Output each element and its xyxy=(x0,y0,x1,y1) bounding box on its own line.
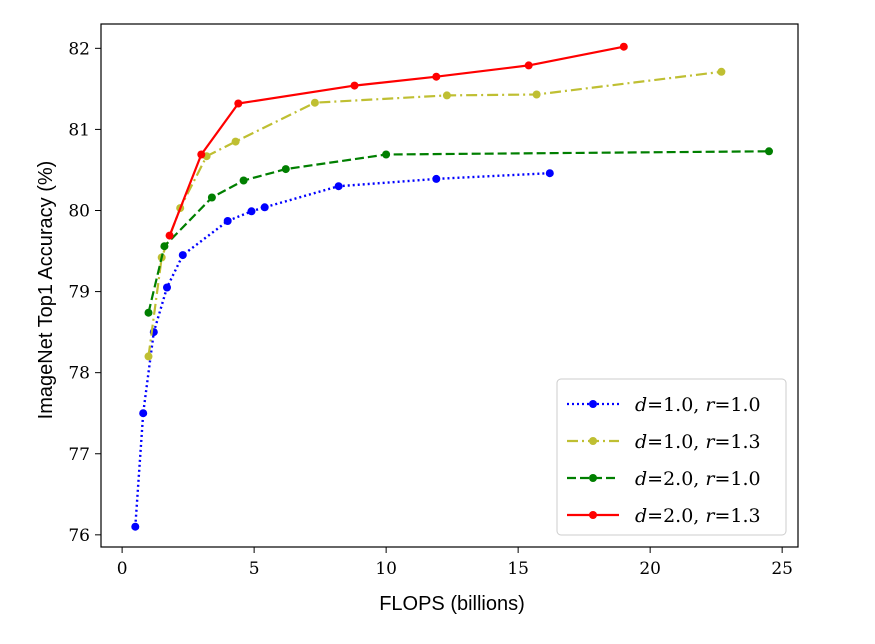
legend-label: d=1.0, r=1.0 xyxy=(635,394,761,416)
legend-marker xyxy=(589,437,597,445)
series-1 xyxy=(131,169,554,531)
data-point xyxy=(281,165,290,174)
series-3 xyxy=(144,147,773,317)
data-point xyxy=(765,147,773,156)
legend-entry: d=2.0, r=1.3 xyxy=(567,505,761,527)
data-point xyxy=(165,231,174,240)
x-tick-label: 25 xyxy=(771,559,793,579)
data-point xyxy=(717,67,726,76)
data-point xyxy=(239,176,248,185)
legend-marker xyxy=(589,511,597,519)
x-tick-label: 0 xyxy=(117,559,128,579)
legend-frame xyxy=(556,378,787,536)
legend-label: d=1.0, r=1.3 xyxy=(635,431,761,453)
y-tick-label: 77 xyxy=(68,445,90,465)
data-point xyxy=(432,72,441,81)
y-tick-label: 78 xyxy=(68,364,90,384)
data-point xyxy=(545,169,554,178)
data-point xyxy=(178,251,187,260)
legend-entry: d=1.0, r=1.0 xyxy=(567,394,761,416)
x-axis-label: FLOPS (billions) xyxy=(379,593,525,615)
series-4 xyxy=(165,42,628,240)
data-point xyxy=(163,283,171,292)
data-point xyxy=(223,217,232,225)
data-point xyxy=(144,308,153,317)
y-tick-label: 81 xyxy=(68,120,90,140)
y-axis-label: ImageNet Top1 Accuracy (%) xyxy=(35,161,57,420)
series-layer xyxy=(131,42,773,531)
data-point xyxy=(382,150,391,159)
data-point xyxy=(334,182,343,191)
plot-area-frame xyxy=(100,23,799,548)
data-point xyxy=(160,242,169,251)
legend-label: d=2.0, r=1.0 xyxy=(635,468,761,490)
data-point xyxy=(207,193,216,202)
data-point xyxy=(432,174,441,183)
legend-marker xyxy=(589,474,597,482)
data-point xyxy=(234,99,243,108)
x-tick-label: 20 xyxy=(639,559,661,579)
legend-entry: d=1.0, r=1.3 xyxy=(567,431,761,453)
data-point xyxy=(247,207,256,216)
x-tick-label: 15 xyxy=(507,559,529,579)
y-tick-label: 80 xyxy=(68,201,90,221)
data-point xyxy=(524,61,533,70)
data-point xyxy=(139,409,148,418)
data-point xyxy=(231,137,240,146)
data-point xyxy=(310,98,319,107)
data-point xyxy=(131,522,140,531)
x-tick-label: 10 xyxy=(375,559,397,579)
data-point xyxy=(144,352,153,361)
data-point xyxy=(442,91,451,100)
x-tick-label: 5 xyxy=(249,559,260,579)
legend-marker xyxy=(589,400,597,408)
legend-label: d=2.0, r=1.3 xyxy=(635,505,761,527)
data-point xyxy=(350,81,359,90)
data-point xyxy=(619,42,628,51)
legend-entry: d=2.0, r=1.0 xyxy=(567,468,761,490)
y-tick-label: 79 xyxy=(68,283,90,303)
y-tick-label: 76 xyxy=(68,526,90,546)
data-point xyxy=(197,150,206,159)
legend: d=1.0, r=1.0 d=1.0, r=1.3 d=2.0, r=1.0 d=2.… xyxy=(556,378,787,536)
data-point xyxy=(532,90,541,99)
data-point xyxy=(260,203,269,212)
ticks-layer: 0 5 10 15 20 25 76 77 78 79 80 81 82 xyxy=(68,39,793,579)
y-tick-label: 82 xyxy=(68,39,90,59)
